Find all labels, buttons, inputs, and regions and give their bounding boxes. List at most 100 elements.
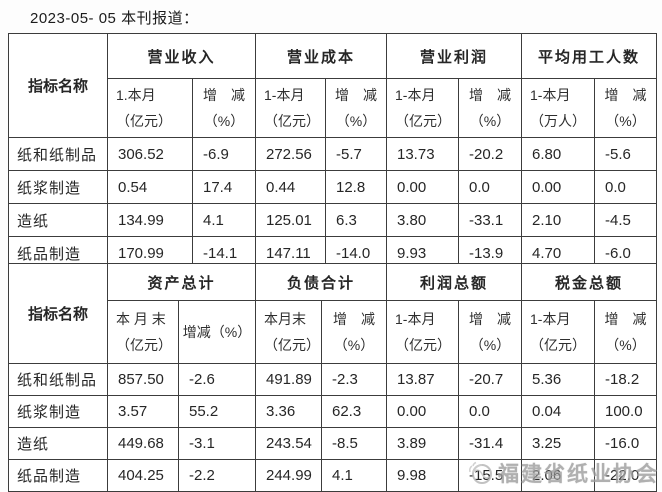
- data-cell: 0.00: [386, 395, 459, 428]
- subheader-cell: 增 减（%）: [458, 78, 522, 138]
- data-cell: 4.1: [192, 203, 256, 237]
- data-cell: 244.99: [255, 459, 322, 492]
- data-cell: -22.0: [594, 459, 657, 492]
- data-cell: -20.2: [458, 137, 522, 171]
- subheader-cell: 增 减（%）: [458, 300, 522, 364]
- data-cell: 3.25: [521, 427, 595, 460]
- subheader-cell: 增 减（%）: [192, 78, 256, 138]
- data-cell: 306.52: [107, 137, 193, 171]
- data-cell: 0.0: [458, 170, 522, 204]
- row-label-cell: 造纸: [8, 203, 108, 237]
- data-cell: 17.4: [192, 170, 256, 204]
- group-header-cell: 利润总额: [386, 263, 522, 301]
- data-cell: -2.3: [321, 363, 387, 396]
- group-header-cell: 平均用工人数: [521, 33, 657, 79]
- data-cell: 2.10: [521, 203, 595, 237]
- data-cell: 3.80: [386, 203, 459, 237]
- subheader-row: 1.本月 （亿元） 增 减（%） 1-本月 （亿元） 增 减（%） 1-本月 （亿元）…: [9, 78, 657, 138]
- subheader-cell: 1-本月 （万人）: [521, 78, 595, 138]
- subheader-cell: 1-本月 （亿元）: [386, 78, 459, 138]
- data-cell: -16.0: [594, 427, 657, 460]
- report-title: 2023-05- 05 本刊报道：: [30, 10, 199, 27]
- group-header-cell: 税金总额: [521, 263, 657, 301]
- data-cell: 62.3: [321, 395, 387, 428]
- row-label-cell: 纸浆制造: [8, 395, 108, 428]
- data-cell: 9.98: [386, 459, 459, 492]
- data-cell: 13.87: [386, 363, 459, 396]
- group-header-row: 指标名称 资产总计 负债合计 利润总额 税金总额: [8, 263, 657, 364]
- data-cell: 857.50: [107, 363, 179, 396]
- data-cell: -18.2: [594, 363, 657, 396]
- data-cell: 4.1: [321, 459, 387, 492]
- table-row: 造纸 134.99 4.1 125.01 6.3 3.80 -33.1 2.10…: [8, 203, 657, 237]
- row-label-cell: 造纸: [8, 427, 108, 460]
- data-cell: 0.04: [521, 395, 595, 428]
- data-cell: -4.5: [594, 203, 657, 237]
- data-cell: 125.01: [255, 203, 326, 237]
- row-label-cell: 纸浆制造: [8, 170, 108, 204]
- group-header-cell: 营业收入: [107, 33, 256, 79]
- subheader-cell: 增 减（%）: [321, 300, 387, 364]
- row-label-cell: 纸和纸制品: [8, 137, 108, 171]
- data-cell: 243.54: [255, 427, 322, 460]
- data-cell: 3.89: [386, 427, 459, 460]
- group-header-cell: 资产总计: [107, 263, 256, 301]
- data-cell: -2.6: [178, 363, 256, 396]
- data-cell: 0.54: [107, 170, 193, 204]
- data-cell: 134.99: [107, 203, 193, 237]
- data-cell: -15.5: [458, 459, 522, 492]
- data-cell: 13.73: [386, 137, 459, 171]
- data-cell: -33.1: [458, 203, 522, 237]
- table-row: 纸和纸制品 306.52 -6.9 272.56 -5.7 13.73 -20.…: [8, 137, 657, 171]
- group-header-row: 指标名称 营业收入 营业成本 营业利润 平均用工人数: [8, 33, 657, 138]
- indicator-name-header: 指标名称: [8, 33, 108, 138]
- data-cell: 0.44: [255, 170, 326, 204]
- subheader-cell: 增 减（%）: [594, 78, 657, 138]
- subheader-cell: 增减（%）: [178, 300, 256, 364]
- data-cell: 272.56: [255, 137, 326, 171]
- row-label-cell: 纸和纸制品: [8, 363, 108, 396]
- data-cell: -31.4: [458, 427, 522, 460]
- table-row: 造纸 449.68 -3.1 243.54 -8.5 3.89 -31.4 3.…: [8, 427, 657, 460]
- group-header-cell: 营业成本: [255, 33, 387, 79]
- data-cell: 0.0: [458, 395, 522, 428]
- table-row: 纸品制造 404.25 -2.2 244.99 4.1 9.98 -15.5 2…: [8, 459, 657, 492]
- data-cell: 6.80: [521, 137, 595, 171]
- data-cell: 2.06: [521, 459, 595, 492]
- subheader-cell: 增 减（%）: [325, 78, 387, 138]
- subheader-cell: 增 减（%）: [594, 300, 657, 364]
- subheader-row: 本 月 末（亿元） 增减（%） 本月末 （亿元） 增 减（%） 1-本月 （亿元） …: [9, 300, 657, 364]
- data-cell: 100.0: [594, 395, 657, 428]
- data-cell: 0.00: [386, 170, 459, 204]
- row-label-cell: 纸品制造: [8, 459, 108, 492]
- data-cell: -8.5: [321, 427, 387, 460]
- group-header-cell: 负债合计: [255, 263, 387, 301]
- subheader-cell: 本 月 末（亿元）: [107, 300, 179, 364]
- data-cell: 3.36: [255, 395, 322, 428]
- data-cell: 491.89: [255, 363, 322, 396]
- table-row: 纸浆制造 0.54 17.4 0.44 12.8 0.00 0.0 0.00 0…: [8, 170, 657, 204]
- data-cell: -5.6: [594, 137, 657, 171]
- group-header-cell: 营业利润: [386, 33, 522, 79]
- data-cell: 3.57: [107, 395, 179, 428]
- subheader-cell: 1.本月 （亿元）: [107, 78, 193, 138]
- data-cell: -5.7: [325, 137, 387, 171]
- subheader-cell: 1-本月 （亿元）: [386, 300, 459, 364]
- data-cell: 12.8: [325, 170, 387, 204]
- data-cell: -6.9: [192, 137, 256, 171]
- data-cell: -3.1: [178, 427, 256, 460]
- data-cell: -20.7: [458, 363, 522, 396]
- data-cell: 449.68: [107, 427, 179, 460]
- data-cell: -2.2: [178, 459, 256, 492]
- indicator-name-header: 指标名称: [8, 263, 108, 364]
- data-cell: 6.3: [325, 203, 387, 237]
- subheader-cell: 1-本月 （亿元）: [255, 78, 326, 138]
- table-row: 纸浆制造 3.57 55.2 3.36 62.3 0.00 0.0 0.04 1…: [8, 395, 657, 428]
- data-cell: 0.0: [594, 170, 657, 204]
- data-cell: 55.2: [178, 395, 256, 428]
- data-cell: 0.00: [521, 170, 595, 204]
- table-row: 纸和纸制品 857.50 -2.6 491.89 -2.3 13.87 -20.…: [8, 363, 657, 396]
- stats-table-section-1: 指标名称 营业收入 营业成本 营业利润 平均用工人数 1.本月 （亿元） 增 减（…: [8, 33, 657, 270]
- data-cell: 404.25: [107, 459, 179, 492]
- subheader-cell: 本月末 （亿元）: [255, 300, 322, 364]
